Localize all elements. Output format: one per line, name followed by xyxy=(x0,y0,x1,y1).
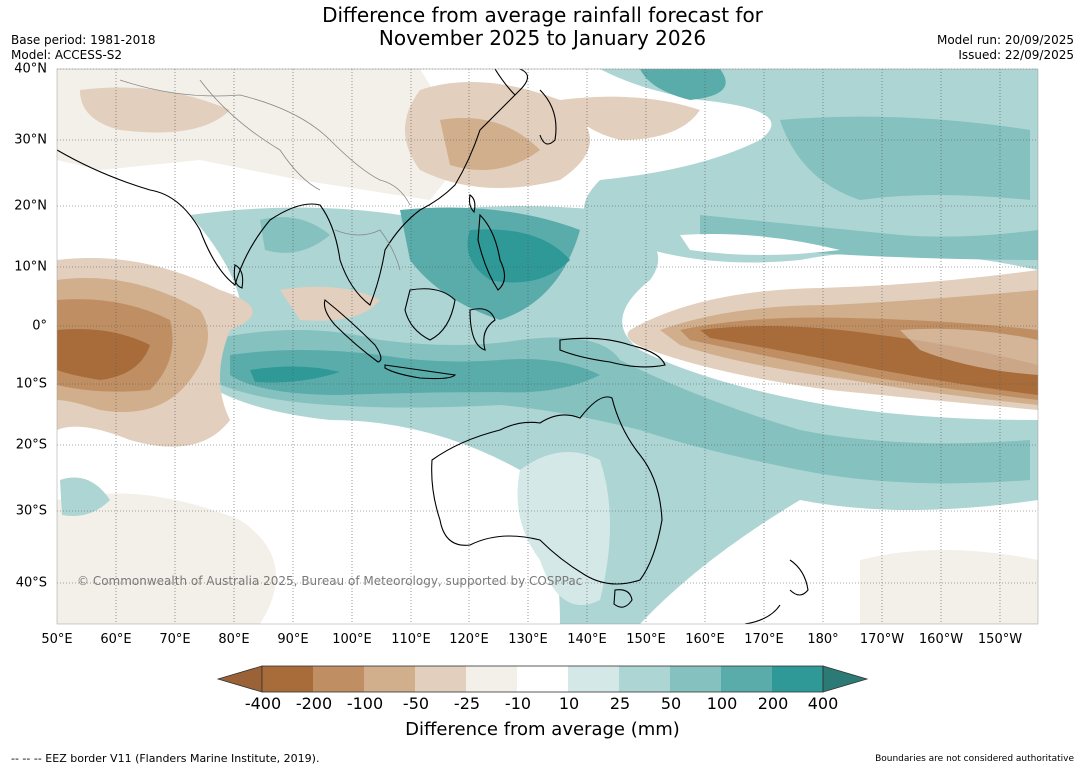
sri-lanka-coast xyxy=(233,264,244,289)
sulawesi-coast xyxy=(469,308,496,351)
copyright-notice: © Commonwealth of Australia 2025, Bureau… xyxy=(77,574,583,588)
model-name: Model: ACCESS-S2 xyxy=(11,48,123,62)
eez-note: -- -- -- EEZ border V11 (Flanders Marine… xyxy=(11,752,320,765)
legend-title: Difference from average (mm) xyxy=(405,719,680,740)
run-info: Model run: 20/09/2025 Issued: 22/09/2025 xyxy=(937,33,1074,63)
new-guinea-coast xyxy=(559,337,666,368)
japan-coast xyxy=(494,69,557,145)
lon-label: 140°E xyxy=(567,632,607,647)
colorbar-segment xyxy=(568,666,620,692)
colorbar-label: 400 xyxy=(807,694,839,713)
new-zealand-coast xyxy=(744,559,809,624)
colorbar-label: -10 xyxy=(504,694,532,713)
colorbar-label: -200 xyxy=(295,694,333,713)
lon-label: 60°E xyxy=(100,632,132,647)
asia-mainland-coast xyxy=(57,69,529,306)
colorbar xyxy=(216,665,869,693)
colorbar-label: -25 xyxy=(453,694,481,713)
lon-label: 110°E xyxy=(391,632,431,647)
australia-coast xyxy=(431,396,663,585)
colorbar-label: 10 xyxy=(558,694,580,713)
lon-label: 130°E xyxy=(508,632,548,647)
map-frame xyxy=(56,68,1039,625)
lon-label: 170°W xyxy=(859,632,905,647)
taiwan-coast xyxy=(468,194,476,214)
lat-label: 20°N xyxy=(14,198,47,214)
lon-label: 170°E xyxy=(744,632,784,647)
boundary-disclaimer: Boundaries are not considered authoritat… xyxy=(875,754,1074,764)
colorbar-label: -50 xyxy=(402,694,430,713)
colorbar-label: 100 xyxy=(706,694,738,713)
lat-label: 20°S xyxy=(15,437,47,453)
colorbar-label: 200 xyxy=(757,694,789,713)
model-run: Model run: 20/09/2025 xyxy=(936,33,1074,47)
colorbar-segment xyxy=(721,666,773,692)
lat-label: 10°N xyxy=(14,259,47,275)
country-borders xyxy=(119,79,411,271)
colorbar-label: 25 xyxy=(609,694,631,713)
lon-label: 150°E xyxy=(626,632,666,647)
tasmania-coast xyxy=(613,589,633,608)
colorbar-label: -100 xyxy=(346,694,384,713)
lon-label: 70°E xyxy=(159,632,191,647)
forecast-field xyxy=(57,69,1038,624)
graticule xyxy=(57,68,1038,624)
coastlines xyxy=(57,69,809,624)
issued-date: Issued: 22/09/2025 xyxy=(958,48,1074,62)
colorbar-label: 50 xyxy=(660,694,682,713)
borneo-coast xyxy=(404,288,456,341)
philippines-coast xyxy=(477,213,506,291)
lon-label: 90°E xyxy=(277,632,309,647)
colorbar-segment xyxy=(262,666,314,692)
lat-label: 0° xyxy=(32,318,47,334)
lon-label: 180° xyxy=(807,632,839,647)
model-info: Base period: 1981-2018 Model: ACCESS-S2 xyxy=(11,33,156,63)
colorbar-label: -400 xyxy=(244,694,282,713)
title-line-2: November 2025 to January 2026 xyxy=(378,26,707,50)
lat-label: 10°S xyxy=(15,376,47,392)
colorbar-segment xyxy=(772,666,824,692)
map-title: Difference from average rainfall forecas… xyxy=(0,4,1085,50)
lat-label: 40°S xyxy=(15,575,47,591)
lon-label: 160°E xyxy=(685,632,725,647)
colorbar-segment xyxy=(517,666,569,692)
lat-label: 40°N xyxy=(14,61,47,77)
lat-label: 30°N xyxy=(14,132,47,148)
lon-label: 80°E xyxy=(218,632,250,647)
lon-label: 50°E xyxy=(41,632,73,647)
colorbar-segment xyxy=(415,666,467,692)
colorbar-segment xyxy=(466,666,518,692)
lon-label: 150°W xyxy=(977,632,1023,647)
colorbar-under-arrow xyxy=(216,665,263,693)
colorbar-segment xyxy=(313,666,365,692)
base-period: Base period: 1981-2018 xyxy=(11,33,156,47)
sumatra-coast xyxy=(323,299,382,363)
lon-label: 120°E xyxy=(449,632,489,647)
colorbar-segment xyxy=(670,666,722,692)
java-coast xyxy=(384,364,457,380)
colorbar-segment xyxy=(619,666,671,692)
title-line-1: Difference from average rainfall forecas… xyxy=(322,3,763,27)
lon-label: 100°E xyxy=(332,632,372,647)
lon-label: 160°W xyxy=(918,632,964,647)
colorbar-segment xyxy=(364,666,416,692)
lat-label: 30°S xyxy=(15,503,47,519)
colorbar-over-arrow xyxy=(822,665,869,693)
